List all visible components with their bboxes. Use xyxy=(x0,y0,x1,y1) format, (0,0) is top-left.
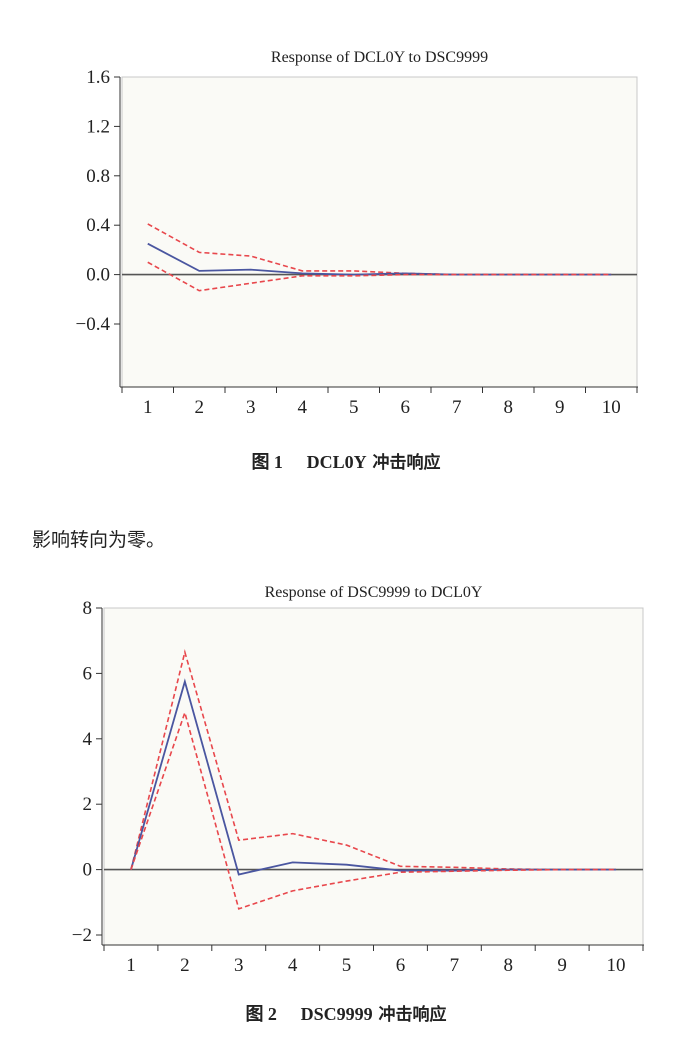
x-tick-label: 9 xyxy=(555,397,565,418)
y-tick-label: 0.4 xyxy=(86,215,110,236)
x-tick-label: 8 xyxy=(504,397,514,418)
chart-1-svg: Response of DCL0Y to DSC9999 1.6 1.2 0.8 0.4… xyxy=(76,49,638,418)
y-tick-label: 1.6 xyxy=(86,67,110,88)
x-tick-label: 10 xyxy=(602,397,621,418)
figure-2-number: 图 2 xyxy=(245,1004,277,1024)
x-tick-label: 2 xyxy=(180,955,190,975)
chart-title: Response of DSC9999 to DCL0Y xyxy=(265,584,483,601)
x-tick-label: 6 xyxy=(396,955,406,975)
y-tick-label: 0 xyxy=(83,860,93,881)
y-tick-label: 6 xyxy=(83,663,93,684)
x-tick-label: 3 xyxy=(246,397,256,418)
plot-area xyxy=(103,607,644,946)
x-tick-label: 4 xyxy=(298,397,308,418)
chart-dcl0y-response: Response of DCL0Y to DSC9999 1.6 1.2 0.8 0.4… xyxy=(0,40,692,420)
x-tick-label: 1 xyxy=(143,397,153,418)
y-tick-label: −2 xyxy=(72,925,92,946)
x-tick-label: 10 xyxy=(607,955,626,975)
y-tick-label: 0.8 xyxy=(86,166,110,187)
chart-title: Response of DCL0Y to DSC9999 xyxy=(271,49,488,66)
figure-1-text: 冲击响应 xyxy=(366,453,441,473)
y-tick-label: 4 xyxy=(83,729,93,750)
x-tick-label: 4 xyxy=(288,955,298,975)
figure-2-variable: DSC9999 xyxy=(300,1004,373,1024)
figure-1-number: 图 1 xyxy=(251,452,283,472)
x-tick-label: 1 xyxy=(126,955,136,975)
plot-area xyxy=(121,76,638,388)
figure-1-variable: DCL0Y xyxy=(306,452,367,472)
y-tick-label: −0.4 xyxy=(76,314,111,335)
x-tick-label: 3 xyxy=(234,955,244,975)
y-tick-label: 8 xyxy=(83,598,93,619)
figure-2-caption: 图 2 DSC9999 冲击响应 xyxy=(0,1000,692,1026)
chart-2-svg: Response of DSC9999 to DCL0Y 8 6 4 2 0 −2 1 2 3 4 5… xyxy=(72,584,644,975)
y-tick-label: 2 xyxy=(83,794,93,815)
figure-2-text: 冲击响应 xyxy=(372,1005,447,1025)
x-tick-label: 9 xyxy=(557,955,567,975)
x-tick-label: 8 xyxy=(504,955,514,975)
series-response-line xyxy=(130,678,617,876)
x-tick-label: 6 xyxy=(401,397,411,418)
series-lower-line xyxy=(147,261,612,292)
y-tick-label: 0.0 xyxy=(86,265,110,286)
figure-1-caption: 图 1 DCL0Y 冲击响应 xyxy=(0,448,692,474)
x-tick-label: 2 xyxy=(195,397,205,418)
y-tick-label: 1.2 xyxy=(86,116,110,137)
x-tick-label: 7 xyxy=(452,397,462,418)
x-tick-label: 5 xyxy=(349,397,359,418)
series-lower-line xyxy=(130,709,617,910)
x-tick-label: 7 xyxy=(450,955,460,975)
x-tick-label: 5 xyxy=(342,955,352,975)
body-text: 影响转向为零。 xyxy=(32,529,166,551)
chart-dsc9999-response: Response of DSC9999 to DCL0Y 8 6 4 2 0 −2 1 2 3 4 5… xyxy=(0,575,692,975)
